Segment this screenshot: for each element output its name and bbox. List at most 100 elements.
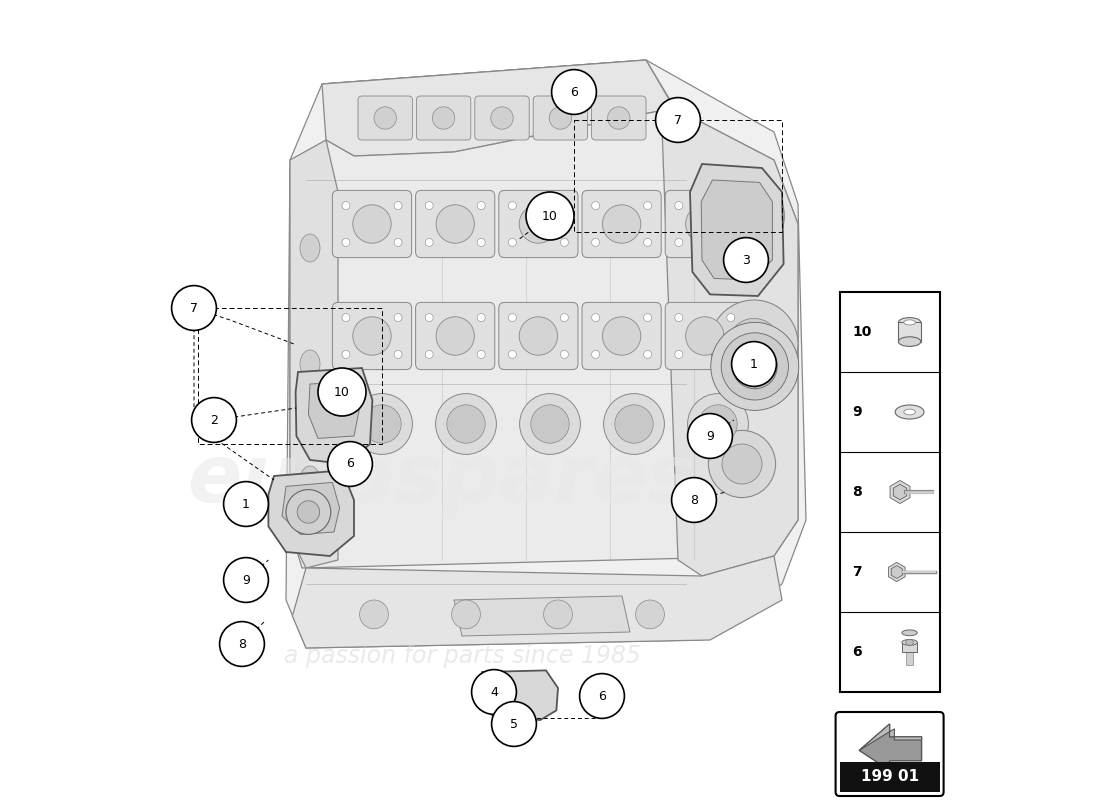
Bar bbox=[839, 762, 939, 792]
Circle shape bbox=[477, 238, 485, 246]
Circle shape bbox=[727, 314, 735, 322]
Circle shape bbox=[707, 178, 784, 254]
Text: 7: 7 bbox=[674, 114, 682, 126]
Polygon shape bbox=[322, 60, 670, 132]
FancyBboxPatch shape bbox=[534, 96, 587, 140]
Ellipse shape bbox=[447, 405, 485, 443]
Circle shape bbox=[560, 314, 569, 322]
Text: 8: 8 bbox=[690, 494, 698, 506]
Circle shape bbox=[342, 350, 350, 358]
Circle shape bbox=[342, 202, 350, 210]
Circle shape bbox=[543, 600, 572, 629]
Text: 10: 10 bbox=[542, 210, 558, 222]
Circle shape bbox=[592, 314, 600, 322]
Circle shape bbox=[220, 622, 264, 666]
Circle shape bbox=[603, 205, 641, 243]
Circle shape bbox=[328, 442, 373, 486]
Circle shape bbox=[560, 350, 569, 358]
Polygon shape bbox=[859, 724, 922, 770]
Ellipse shape bbox=[902, 630, 917, 636]
Circle shape bbox=[656, 98, 701, 142]
Circle shape bbox=[508, 238, 516, 246]
Circle shape bbox=[360, 600, 388, 629]
Circle shape bbox=[500, 707, 526, 733]
Circle shape bbox=[607, 106, 630, 130]
Circle shape bbox=[477, 314, 485, 322]
Circle shape bbox=[353, 317, 392, 355]
Polygon shape bbox=[662, 108, 798, 576]
Circle shape bbox=[732, 342, 777, 386]
Circle shape bbox=[223, 558, 268, 602]
Circle shape bbox=[394, 238, 402, 246]
Text: 1: 1 bbox=[750, 358, 758, 370]
Circle shape bbox=[436, 205, 474, 243]
Ellipse shape bbox=[904, 320, 915, 325]
Circle shape bbox=[724, 238, 769, 282]
Circle shape bbox=[549, 106, 572, 130]
Circle shape bbox=[452, 600, 481, 629]
FancyBboxPatch shape bbox=[592, 96, 646, 140]
Text: 8: 8 bbox=[852, 485, 862, 499]
Circle shape bbox=[727, 202, 735, 210]
Circle shape bbox=[223, 482, 268, 526]
Polygon shape bbox=[290, 108, 798, 568]
FancyBboxPatch shape bbox=[332, 190, 411, 258]
Circle shape bbox=[426, 350, 433, 358]
Circle shape bbox=[674, 314, 683, 322]
Text: a passion for parts since 1985: a passion for parts since 1985 bbox=[284, 644, 640, 668]
Ellipse shape bbox=[436, 394, 496, 454]
Polygon shape bbox=[454, 596, 630, 636]
Text: 7: 7 bbox=[190, 302, 198, 314]
Circle shape bbox=[426, 314, 433, 322]
Polygon shape bbox=[268, 470, 354, 556]
Ellipse shape bbox=[604, 394, 664, 454]
FancyBboxPatch shape bbox=[498, 302, 578, 370]
Polygon shape bbox=[290, 140, 338, 568]
Circle shape bbox=[286, 490, 331, 534]
FancyBboxPatch shape bbox=[666, 190, 745, 258]
Ellipse shape bbox=[698, 405, 737, 443]
Circle shape bbox=[477, 350, 485, 358]
Circle shape bbox=[394, 350, 402, 358]
Circle shape bbox=[342, 238, 350, 246]
Text: 5: 5 bbox=[510, 718, 518, 730]
Circle shape bbox=[711, 322, 799, 410]
Circle shape bbox=[551, 70, 596, 114]
Text: 9: 9 bbox=[242, 574, 250, 586]
Ellipse shape bbox=[615, 405, 653, 443]
Circle shape bbox=[672, 478, 716, 522]
Text: 2: 2 bbox=[210, 414, 218, 426]
Bar bbox=[902, 642, 917, 652]
Polygon shape bbox=[893, 484, 906, 500]
Circle shape bbox=[592, 238, 600, 246]
Ellipse shape bbox=[363, 405, 402, 443]
FancyBboxPatch shape bbox=[498, 190, 578, 258]
Polygon shape bbox=[308, 382, 360, 438]
Circle shape bbox=[727, 350, 735, 358]
Circle shape bbox=[491, 106, 514, 130]
Polygon shape bbox=[859, 724, 922, 750]
Ellipse shape bbox=[902, 639, 917, 646]
Circle shape bbox=[519, 205, 558, 243]
Circle shape bbox=[394, 202, 402, 210]
Polygon shape bbox=[322, 60, 674, 156]
Circle shape bbox=[477, 202, 485, 210]
Text: 10: 10 bbox=[334, 386, 350, 398]
Circle shape bbox=[603, 317, 641, 355]
Circle shape bbox=[508, 202, 516, 210]
Text: 9: 9 bbox=[852, 405, 862, 419]
Text: 6: 6 bbox=[570, 86, 578, 98]
Polygon shape bbox=[701, 180, 772, 280]
FancyBboxPatch shape bbox=[417, 96, 471, 140]
Ellipse shape bbox=[519, 394, 581, 454]
FancyBboxPatch shape bbox=[416, 190, 495, 258]
Circle shape bbox=[353, 205, 392, 243]
Ellipse shape bbox=[899, 318, 921, 327]
Polygon shape bbox=[889, 562, 905, 582]
Circle shape bbox=[688, 414, 733, 458]
Circle shape bbox=[674, 350, 683, 358]
Text: 8: 8 bbox=[238, 638, 246, 650]
Polygon shape bbox=[891, 566, 902, 578]
FancyBboxPatch shape bbox=[416, 302, 495, 370]
Circle shape bbox=[592, 350, 600, 358]
